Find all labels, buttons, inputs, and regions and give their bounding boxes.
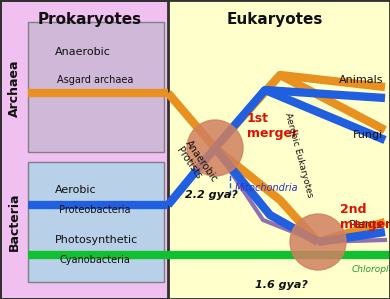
Circle shape xyxy=(290,214,346,270)
Text: Aerobic Eukaryotes: Aerobic Eukaryotes xyxy=(283,112,314,198)
Text: Chloroplasts: Chloroplasts xyxy=(352,266,390,274)
Text: 1st
merger: 1st merger xyxy=(247,112,298,140)
Text: Animals: Animals xyxy=(339,75,383,85)
Circle shape xyxy=(187,120,243,176)
Text: 1.6 gya?: 1.6 gya? xyxy=(255,280,308,290)
Text: Prokaryotes: Prokaryotes xyxy=(38,12,142,27)
Bar xyxy=(28,162,164,282)
Text: 2nd
merger: 2nd merger xyxy=(340,203,390,231)
Text: Fungi: Fungi xyxy=(353,130,383,140)
Text: Eukaryotes: Eukaryotes xyxy=(227,12,323,27)
Text: Mitochondria: Mitochondria xyxy=(235,183,299,193)
Text: Cyanobacteria: Cyanobacteria xyxy=(60,255,130,265)
Text: Archaea: Archaea xyxy=(7,59,21,117)
Text: Anaerobic: Anaerobic xyxy=(55,47,111,57)
Text: Photosynthetic: Photosynthetic xyxy=(55,235,138,245)
Text: Bacteria: Bacteria xyxy=(7,193,21,251)
Text: Anaerobic
Protists: Anaerobic Protists xyxy=(174,139,220,191)
Bar xyxy=(28,22,164,152)
Text: 2.2 gya?: 2.2 gya? xyxy=(185,190,238,200)
Text: Proteobacteria: Proteobacteria xyxy=(59,205,131,215)
Text: Plants: Plants xyxy=(349,220,383,230)
Text: Asgard archaea: Asgard archaea xyxy=(57,75,133,85)
Text: Aerobic: Aerobic xyxy=(55,185,97,195)
Bar xyxy=(168,0,390,299)
